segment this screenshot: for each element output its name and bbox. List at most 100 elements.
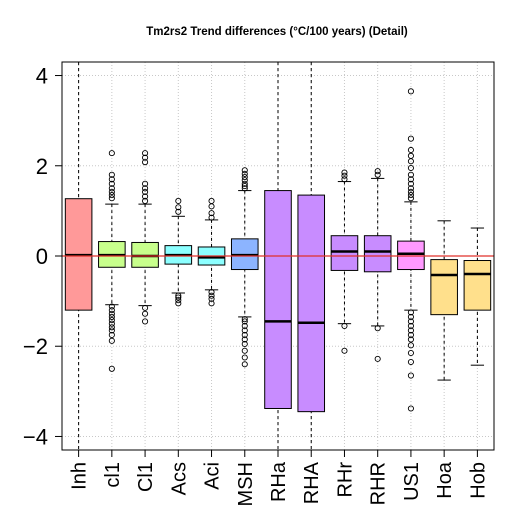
outlier-point [108, 171, 115, 178]
outlier-point [108, 195, 115, 202]
box-us1 [397, 88, 425, 412]
outlier-point [241, 177, 248, 184]
outlier-point [208, 295, 215, 302]
outlier-point [407, 327, 414, 334]
outlier-point [407, 195, 414, 202]
plot-layer [62, 62, 494, 450]
outlier-point [108, 365, 115, 372]
box-body [264, 190, 292, 409]
outlier-point [108, 192, 115, 199]
outlier-point [374, 168, 381, 175]
box-cl1 [98, 150, 126, 372]
outlier-point [142, 304, 149, 311]
outlier-point [407, 135, 414, 142]
outlier-point [341, 169, 348, 176]
outlier-point [241, 170, 248, 177]
x-tick-label: Cl1 [135, 462, 157, 492]
outlier-point [241, 347, 248, 354]
outlier-point [407, 318, 414, 325]
outlier-point [108, 188, 115, 195]
outlier-point [341, 176, 348, 183]
outlier-point [175, 204, 182, 211]
outlier-point [341, 347, 348, 354]
outlier-point [407, 176, 414, 183]
box-body [463, 260, 492, 311]
outlier-point [407, 322, 414, 329]
outlier-point [241, 336, 248, 343]
outlier-point [241, 340, 248, 348]
outlier-point [175, 294, 182, 301]
outlier-point [208, 210, 215, 217]
outlier-point [407, 164, 414, 172]
box-body [397, 240, 425, 271]
outlier-point [175, 292, 182, 299]
outlier-point [374, 325, 381, 332]
x-tick-label: Hoa [434, 461, 456, 499]
y-tick-label: 4 [36, 64, 48, 89]
outlier-point [142, 197, 149, 205]
outlier-point [175, 208, 182, 215]
x-tick-label: US1 [401, 462, 423, 501]
outlier-point [407, 349, 414, 357]
outlier-point [407, 372, 414, 379]
outlier-point [407, 192, 414, 199]
outlier-point [374, 355, 381, 362]
outlier-point [108, 324, 115, 331]
outlier-point [208, 289, 215, 296]
x-tick-label: Hob [467, 462, 489, 499]
outlier-point [108, 185, 115, 192]
outlier-point [108, 327, 115, 334]
outlier-point [407, 146, 414, 154]
outlier-point [407, 158, 414, 165]
outlier-point [407, 180, 414, 187]
outlier-point [108, 331, 115, 339]
outlier-point [108, 176, 115, 183]
x-tick-label: MSH [235, 462, 257, 506]
box-hoa [430, 220, 458, 381]
outlier-point [108, 320, 115, 327]
box-body [363, 235, 392, 273]
outlier-point [208, 203, 215, 210]
box-body [297, 194, 326, 413]
outlier-point [142, 188, 149, 195]
chart-title: Tm2rs2 Trend differences (°C/100 years) … [146, 26, 408, 38]
box-hob [463, 227, 492, 366]
y-tick-label: −2 [23, 334, 48, 359]
outlier-point [108, 180, 115, 187]
outlier-point [241, 322, 248, 329]
box-msh [230, 167, 259, 368]
outlier-point [142, 159, 149, 166]
x-tick-label: Inh [69, 462, 91, 490]
outlier-point [108, 150, 115, 157]
outlier-point [241, 173, 248, 181]
box-rhr [330, 169, 359, 354]
outlier-point [407, 313, 414, 320]
outlier-point [241, 361, 248, 368]
outlier-point [241, 354, 248, 361]
outlier-point [241, 318, 248, 325]
axis-layer: −4 −2 0 2 4 Inh cl1 Cl1 Acs Aci MSH RHa RHA RHr RHR US1… [23, 61, 495, 506]
y-tick-label: −4 [23, 424, 48, 449]
x-tick-label: cl1 [102, 462, 124, 488]
outlier-point [407, 88, 414, 95]
outlier-point [142, 318, 149, 325]
box-body [430, 259, 458, 316]
x-tick-label: Acs [168, 462, 190, 495]
outlier-point [241, 180, 248, 187]
box-rhr [363, 168, 392, 362]
outlier-point [407, 309, 414, 316]
outlier-point [407, 185, 414, 192]
outlier-point [241, 167, 248, 174]
outlier-point [241, 316, 248, 323]
outlier-point [108, 337, 115, 344]
x-tick-label: RHR [368, 462, 390, 505]
outlier-point [142, 310, 149, 317]
outlier-point [108, 313, 115, 320]
outlier-point [341, 172, 348, 179]
outlier-point [241, 185, 248, 192]
outlier-point [407, 331, 414, 339]
outlier-point [241, 331, 248, 339]
y-tick-label: 0 [36, 244, 48, 269]
box-rha [297, 62, 326, 450]
